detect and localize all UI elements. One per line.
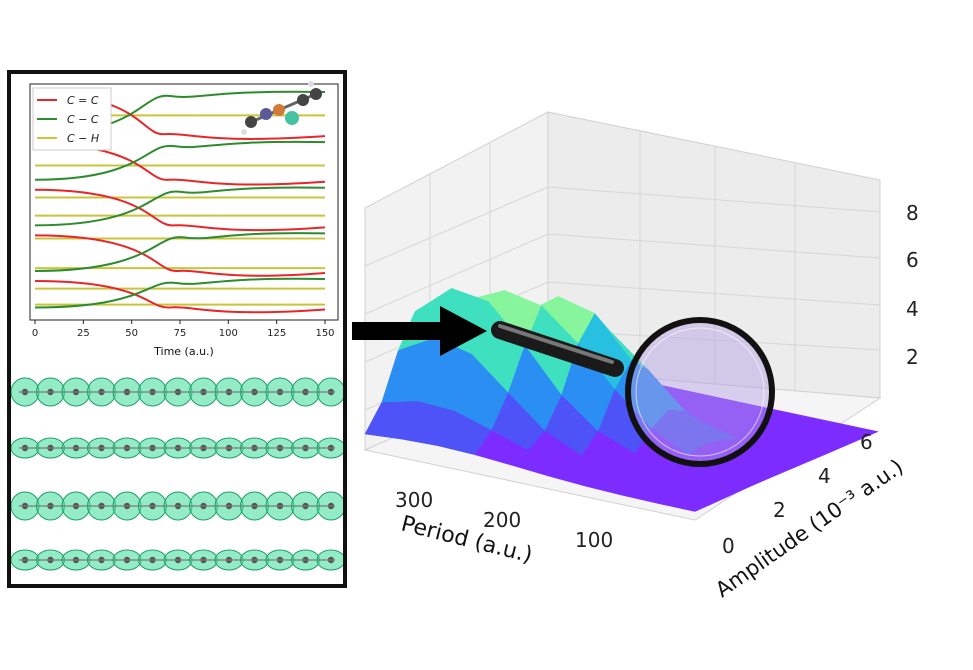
- molecule-icon: [241, 81, 322, 135]
- magnifying-glass-icon: [491, 317, 775, 467]
- y-tick-label: 2: [773, 498, 786, 522]
- series-line-cc-double: [34, 234, 326, 277]
- x-tick-label: 200: [483, 508, 521, 532]
- orbital-strips: [11, 377, 343, 571]
- series-line-cc-single: [34, 277, 326, 309]
- orbital-row: [11, 437, 343, 459]
- inset-panel: C = C C − C C − H 0 25 50 75 100 125 150 Time …: [7, 70, 347, 588]
- legend-label: C − H: [67, 132, 99, 145]
- series-line-cc-single: [34, 140, 326, 181]
- z-tick-label: 2: [906, 345, 919, 369]
- x-tick-label: 150: [315, 328, 334, 339]
- z-tick-label: 8: [906, 201, 919, 225]
- orbital-row: [11, 549, 343, 571]
- x-tick-label: 25: [77, 328, 90, 339]
- y-tick-label: 6: [860, 430, 873, 454]
- series-line-cc-double: [34, 279, 326, 314]
- x-tick-label: 125: [267, 328, 286, 339]
- x-tick-layer: 0 25 50 75 100 125 150: [32, 320, 335, 339]
- y-tick-label: 0: [722, 534, 735, 558]
- legend-label: C = C: [67, 94, 99, 107]
- z-tick-label: 6: [906, 248, 919, 272]
- series-line-cc-double: [34, 143, 326, 186]
- series-line-cc-double: [34, 188, 326, 232]
- legend-label: C − C: [67, 113, 99, 126]
- orbital-row: [11, 491, 343, 521]
- y-tick-label: 4: [818, 464, 831, 488]
- legend-box: [32, 87, 112, 151]
- orbital-row: [11, 377, 343, 407]
- x-tick-label: 0: [32, 328, 38, 339]
- x-axis-label: Time (a.u.): [153, 345, 214, 358]
- x-tick-label: 50: [125, 328, 138, 339]
- x-tick-label: 100: [219, 328, 238, 339]
- right-arrow-icon: [352, 306, 487, 356]
- x-tick-label: 75: [174, 328, 187, 339]
- series-line-cc-single: [34, 186, 326, 227]
- x-tick-label: 100: [575, 528, 613, 552]
- x-tick-label: 300: [395, 488, 433, 512]
- surface-facet: [657, 495, 713, 512]
- z-tick-label: 4: [906, 297, 919, 321]
- legend: C = C C − C C − H: [32, 87, 112, 151]
- bond-length-plot: C = C C − C C − H 0 25 50 75 100 125 150 Time …: [29, 81, 339, 358]
- series-line-cc-single: [34, 232, 326, 272]
